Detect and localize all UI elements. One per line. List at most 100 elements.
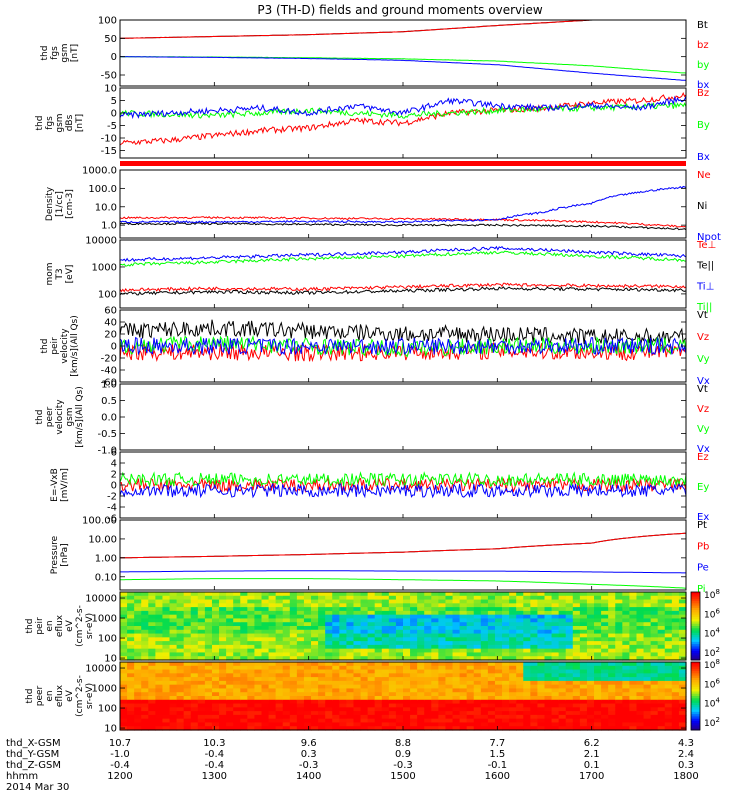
- colorbar-tick-label: 106: [704, 677, 720, 690]
- spectrogram-cell: [233, 680, 241, 686]
- spectrogram-cell: [537, 696, 546, 701]
- spectrogram-cell: [204, 607, 213, 612]
- spectrogram-cell: [480, 711, 489, 716]
- spectrogram-cell: [289, 607, 298, 612]
- spectrogram-cell: [615, 626, 623, 631]
- spectrogram-cell: [516, 614, 524, 620]
- spectrogram-cell: [650, 692, 659, 697]
- spectrogram-cell: [579, 665, 588, 671]
- y-tick-label: 10000: [85, 236, 117, 247]
- spectrogram-cell: [671, 603, 680, 608]
- spectrogram-cell: [452, 652, 461, 657]
- spectrogram-cell: [664, 669, 673, 674]
- spectrogram-cell: [594, 699, 602, 705]
- spectrogram-cell: [657, 692, 666, 697]
- spectrogram-cell: [247, 696, 256, 701]
- spectrogram-cell: [445, 680, 454, 686]
- spectrogram-cell: [233, 726, 241, 731]
- spectrogram-cell: [678, 626, 687, 631]
- spectrogram-cell: [211, 714, 220, 720]
- spectrogram-cell: [622, 607, 630, 612]
- y-axis-label: peir: [50, 337, 60, 355]
- spectrogram-cell: [325, 595, 333, 601]
- series-line-blue: [119, 185, 687, 224]
- spectrogram-cell: [636, 622, 645, 627]
- spectrogram-cell: [431, 614, 439, 620]
- spectrogram-cell: [608, 626, 616, 631]
- spectrogram-cell: [219, 696, 227, 701]
- spectrogram-cell: [636, 603, 645, 608]
- spectrogram-cell: [615, 684, 623, 690]
- series-line-red: [120, 532, 687, 559]
- spectrogram-cell: [487, 692, 496, 697]
- spectrogram-cell: [544, 610, 553, 616]
- spectrogram-cell: [141, 637, 149, 642]
- spectrogram-cell: [565, 592, 574, 597]
- spectrogram-cell: [523, 656, 531, 661]
- colorbar-cell: [691, 702, 700, 706]
- spectrogram-cell: [431, 696, 439, 701]
- spectrogram-cell: [226, 603, 234, 608]
- spectrogram-cell: [219, 656, 227, 661]
- spectrogram-cell: [303, 610, 312, 616]
- spectrogram-cell: [671, 684, 680, 690]
- spectrogram-cell: [374, 680, 383, 686]
- spectrogram-cell: [190, 599, 199, 604]
- spectrogram-cell: [183, 707, 192, 712]
- spectrogram-cell: [339, 614, 347, 620]
- spectrogram-cell: [339, 633, 347, 638]
- spectrogram-cell: [197, 718, 206, 724]
- spectrogram-cell: [608, 696, 616, 701]
- spectrogram-cell: [346, 726, 355, 731]
- spectrogram-cell: [643, 665, 652, 671]
- spectrogram-cell: [233, 614, 241, 620]
- spectrogram-cell: [594, 696, 602, 701]
- spectrogram-cell: [183, 633, 192, 638]
- spectrogram-cell: [523, 714, 531, 720]
- y-tick-label: 1000.0: [82, 166, 117, 177]
- colorbar-cell: [691, 646, 700, 650]
- spectrogram-cell: [594, 637, 602, 642]
- spectrogram-cell: [622, 711, 630, 716]
- spectrogram-cell: [431, 622, 439, 627]
- spectrogram-cell: [183, 692, 192, 697]
- spectrogram-cell: [473, 618, 482, 623]
- spectrogram-cell: [586, 603, 595, 608]
- spectrogram-cell: [417, 673, 425, 678]
- spectrogram-cell: [650, 699, 659, 705]
- colorbar-cell: [691, 700, 700, 704]
- spectrogram-cell: [509, 726, 517, 731]
- spectrogram-cell: [445, 599, 454, 604]
- spectrogram-cell: [523, 699, 531, 705]
- spectrogram-cell: [275, 637, 284, 642]
- spectrogram-cell: [403, 673, 411, 678]
- spectrogram-cell: [240, 714, 248, 720]
- spectrogram-cell: [509, 622, 517, 627]
- spectrogram-cell: [261, 722, 270, 727]
- spectrogram-cell: [339, 607, 347, 612]
- spectrogram-cell: [374, 703, 383, 708]
- spectrogram-cell: [480, 629, 489, 635]
- spectrogram-cell: [487, 595, 496, 601]
- spectrogram-cell: [268, 610, 277, 616]
- spectrogram-cell: [586, 680, 595, 686]
- spectrogram-cell: [240, 622, 248, 627]
- spectrogram-cell: [155, 726, 164, 731]
- spectrogram-cell: [452, 622, 461, 627]
- spectrogram-cell: [629, 718, 638, 724]
- spectrogram-cell: [622, 718, 630, 724]
- spectrogram-cell: [650, 696, 659, 701]
- spectrogram-cell: [289, 610, 298, 616]
- spectrogram-cell: [247, 629, 256, 635]
- spectrogram-cell: [459, 637, 468, 642]
- spectrogram-cell: [424, 692, 432, 697]
- spectrogram-cell: [311, 677, 319, 682]
- spectrogram-cell: [311, 610, 319, 616]
- spectrogram-cell: [381, 692, 390, 697]
- spectrogram-cell: [551, 707, 560, 712]
- spectrogram-cell: [261, 618, 270, 623]
- spectrogram-cell: [487, 680, 496, 686]
- spectrogram-cell: [381, 599, 390, 604]
- spectrogram-cell: [466, 641, 475, 646]
